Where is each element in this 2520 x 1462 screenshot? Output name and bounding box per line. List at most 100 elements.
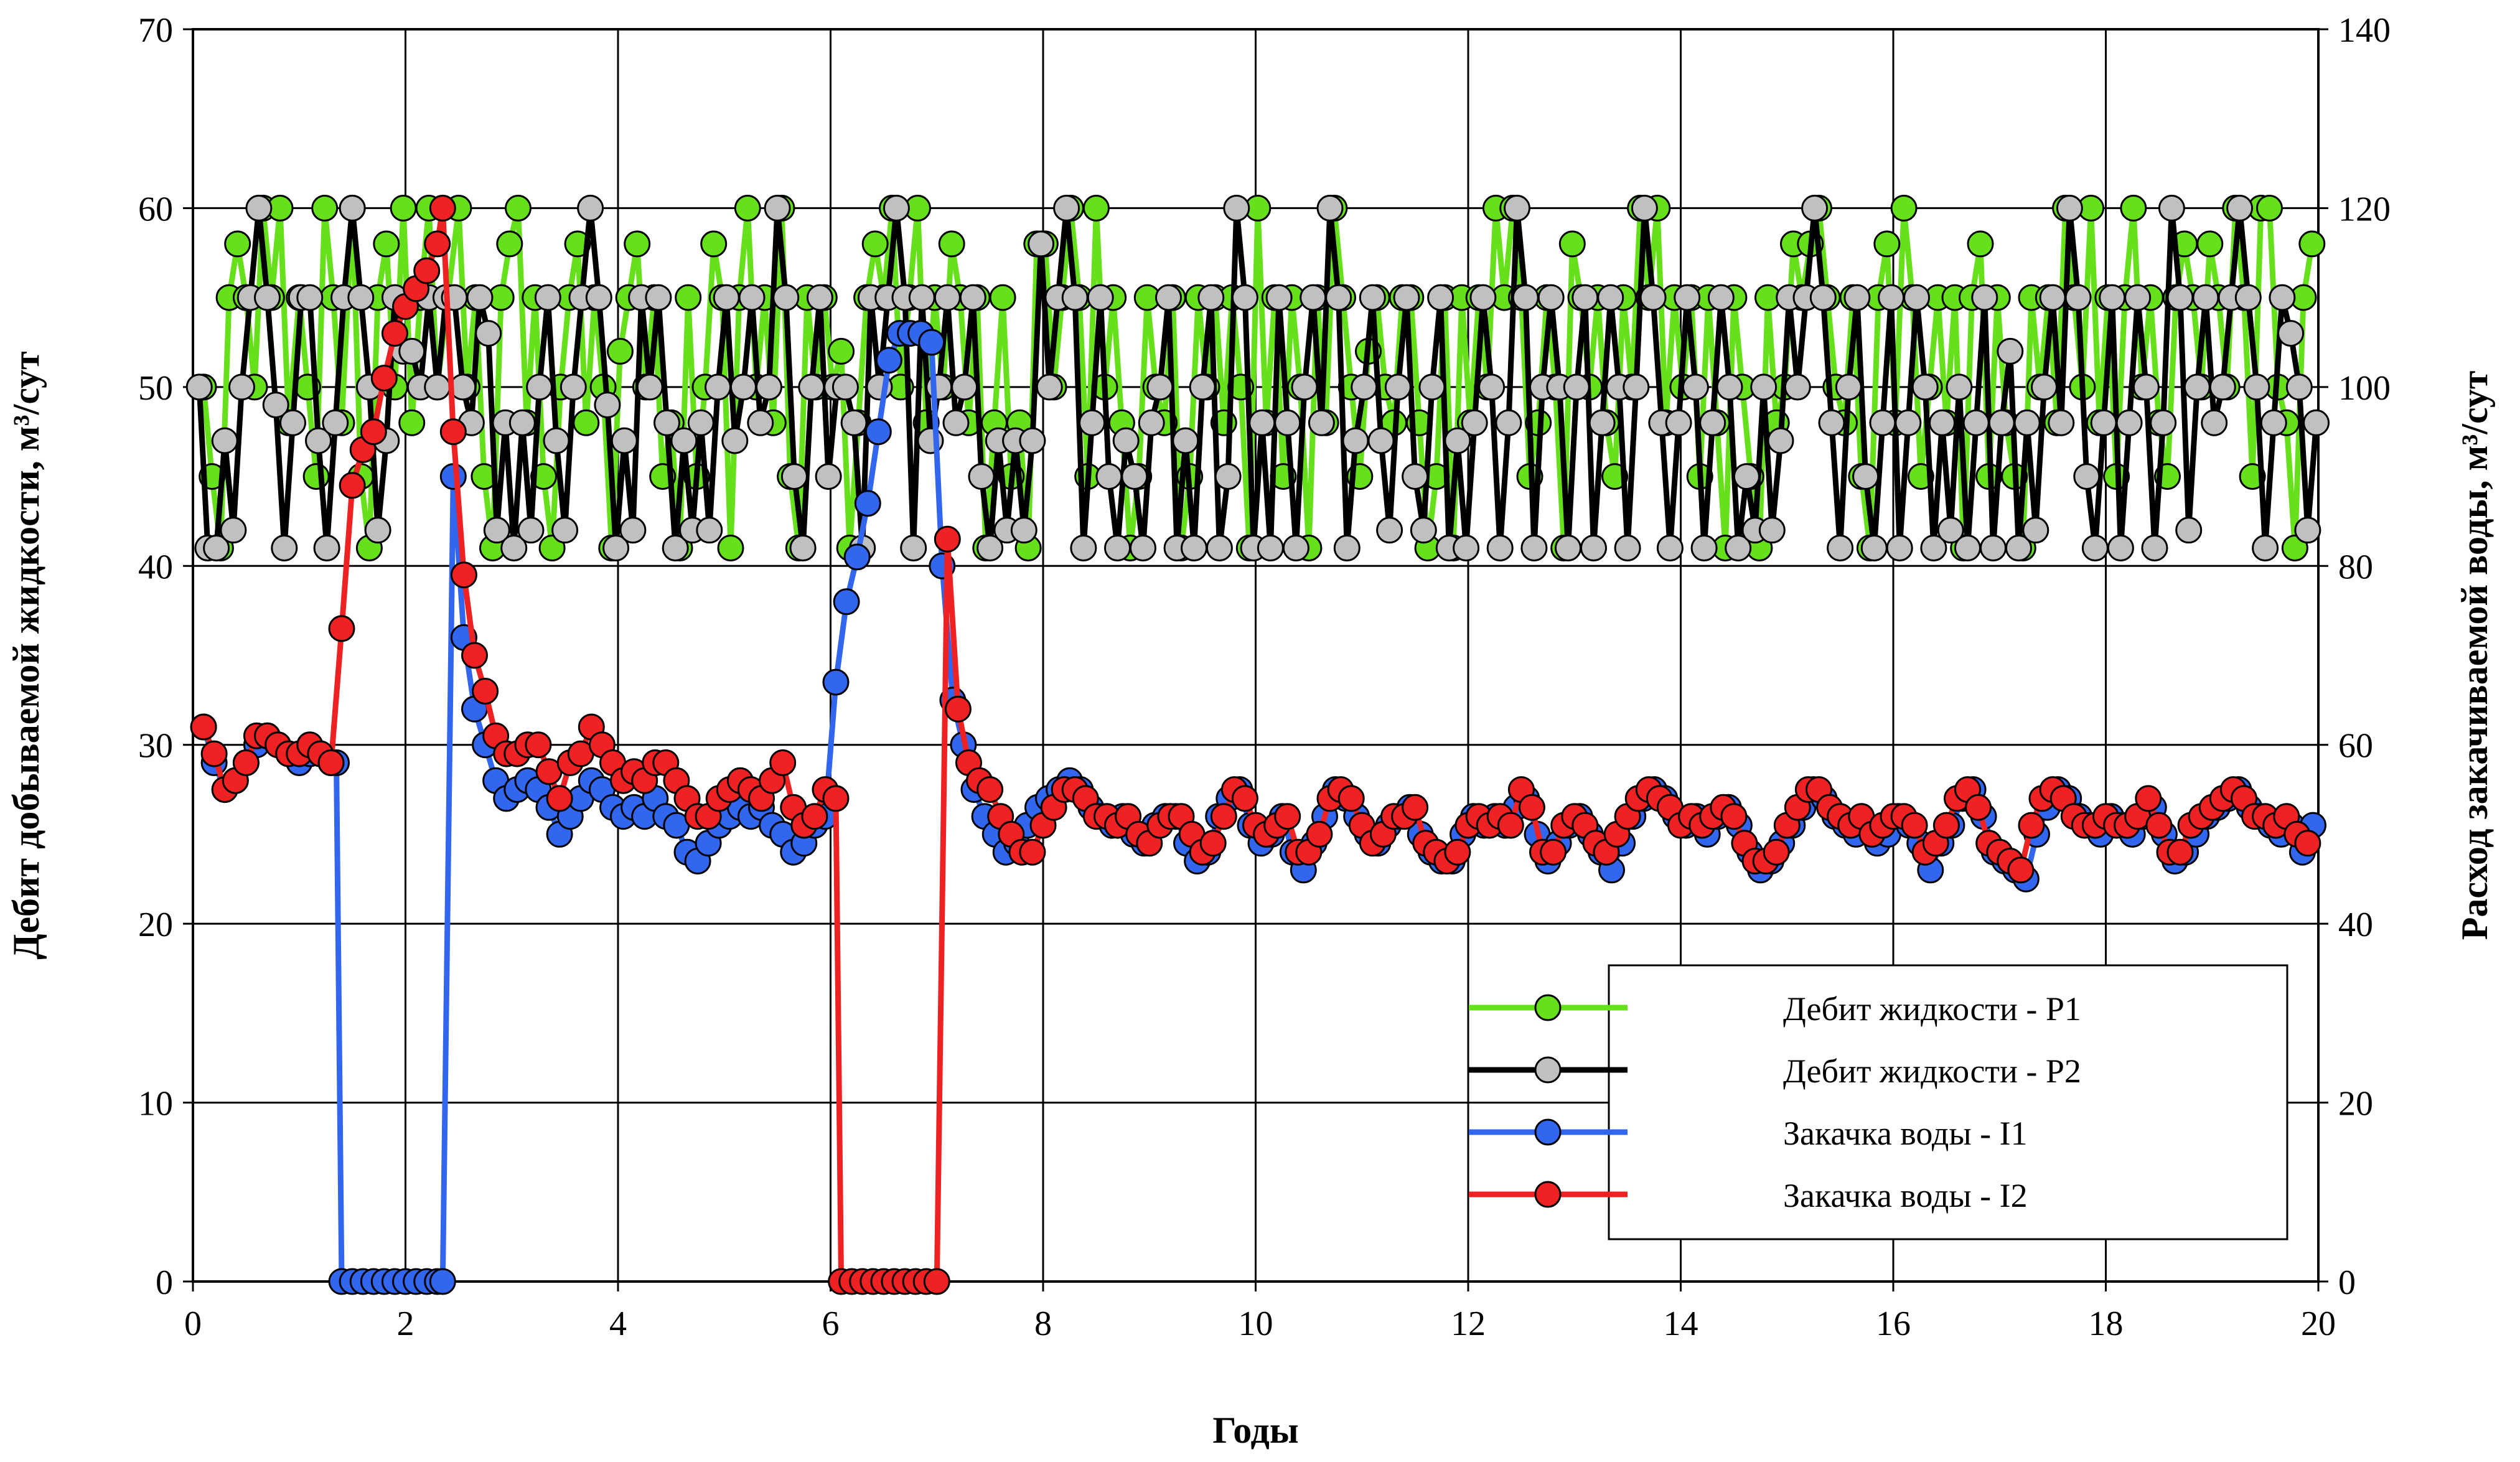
data-point-p2: [1461, 409, 1488, 436]
data-point-p2: [534, 284, 561, 311]
right-y-tick-label: 40: [2338, 906, 2373, 944]
data-point-i2: [923, 1268, 950, 1295]
data-point-p2: [1656, 535, 1684, 561]
data-point-p2: [1418, 373, 1446, 401]
data-point-p2: [1325, 284, 1352, 311]
data-point-p2: [2013, 409, 2041, 436]
data-point-p2: [653, 409, 680, 436]
data-point-p2: [1070, 535, 1097, 561]
data-point-p2: [1699, 409, 1726, 436]
data-point-p2: [1257, 535, 1284, 561]
data-point-p2: [1376, 517, 1403, 544]
data-point-p2: [1852, 463, 1880, 490]
data-point-p2: [1087, 284, 1114, 311]
data-point-p2: [1410, 517, 1437, 544]
data-point-p2: [1095, 463, 1123, 490]
data-point-p1: [530, 463, 557, 490]
data-point-p2: [1036, 373, 1063, 401]
left-y-tick-label: 0: [156, 1263, 173, 1302]
data-point-p2: [203, 535, 230, 561]
data-point-p1: [1890, 194, 1918, 222]
data-point-i2: [546, 785, 573, 812]
data-point-p2: [1189, 373, 1216, 401]
data-point-i2: [2166, 838, 2194, 866]
data-point-p2: [1843, 284, 1871, 311]
data-point-p2: [1903, 284, 1931, 311]
data-point-p2: [1104, 535, 1131, 561]
data-point-p2: [977, 535, 1004, 561]
data-point-p2: [1155, 284, 1182, 311]
data-point-p1: [700, 230, 728, 258]
x-tick-label: 4: [609, 1305, 627, 1343]
data-point-p2: [721, 427, 749, 454]
data-point-p2: [483, 517, 510, 544]
data-point-i1: [843, 543, 871, 571]
data-point-p2: [1402, 463, 1429, 490]
data-point-p2: [185, 373, 213, 401]
right-y-tick-label: 0: [2338, 1263, 2356, 1302]
data-point-p2: [500, 535, 528, 561]
data-point-p2: [831, 373, 859, 401]
data-point-p2: [730, 373, 757, 401]
data-point-p1: [1873, 230, 1901, 258]
data-point-p2: [508, 409, 536, 436]
data-point-p2: [1690, 535, 1718, 561]
data-point-p1: [2298, 230, 2326, 258]
data-point-p2: [1971, 284, 1998, 311]
data-point-p2: [1206, 535, 1233, 561]
data-point-p2: [2124, 284, 2152, 311]
data-point-i2: [190, 713, 217, 741]
data-point-i2: [339, 472, 366, 499]
data-point-i2: [429, 194, 456, 222]
left-y-tick-label: 50: [138, 369, 173, 408]
data-point-p2: [594, 391, 621, 419]
data-point-p2: [968, 463, 995, 490]
legend-label: Закачка воды - I2: [1783, 1177, 2028, 1214]
legend-swatch-marker: [1534, 1056, 1562, 1084]
data-point-p2: [908, 284, 935, 311]
data-point-p2: [1172, 427, 1199, 454]
series-p2: [185, 194, 2330, 561]
data-point-p2: [2099, 284, 2126, 311]
data-point-p2: [1316, 194, 1344, 222]
series-i2: [190, 194, 2321, 1295]
data-point-p2: [1860, 535, 1888, 561]
data-point-p2: [1631, 194, 1658, 222]
data-point-p2: [1028, 230, 1055, 258]
data-point-p2: [840, 409, 868, 436]
data-point-p2: [1537, 284, 1565, 311]
legend-swatch-marker: [1534, 1181, 1562, 1208]
data-point-p2: [1351, 373, 1378, 401]
x-tick-label: 8: [1034, 1305, 1052, 1343]
data-point-p2: [619, 517, 647, 544]
data-point-p1: [938, 230, 965, 258]
data-point-i2: [1019, 838, 1046, 866]
data-point-i2: [1518, 794, 1545, 821]
data-point-p2: [313, 535, 340, 561]
data-point-p2: [1623, 373, 1650, 401]
data-point-p2: [1130, 535, 1156, 561]
data-point-p2: [1504, 194, 1530, 222]
data-point-p2: [789, 535, 817, 561]
data-point-p1: [390, 194, 417, 222]
right-y-tick-label: 120: [2338, 190, 2391, 228]
right-y-tick-label: 20: [2338, 1085, 2373, 1123]
data-point-p2: [1946, 373, 1973, 401]
data-point-p2: [1146, 373, 1174, 401]
data-point-p2: [1231, 284, 1258, 311]
data-point-p2: [1758, 517, 1786, 544]
legend-label: Закачка воды - I1: [1783, 1115, 2028, 1152]
data-point-p2: [2192, 284, 2219, 311]
data-point-i2: [413, 257, 441, 284]
data-point-i2: [450, 561, 477, 589]
data-point-p2: [806, 284, 833, 311]
data-point-p2: [1784, 373, 1811, 401]
data-point-p2: [2150, 409, 2177, 436]
data-point-p2: [1214, 463, 1242, 490]
data-point-p2: [1053, 194, 1080, 222]
data-point-p1: [505, 194, 532, 222]
data-point-p2: [756, 373, 782, 401]
data-point-i1: [854, 490, 881, 517]
data-point-i1: [822, 668, 850, 696]
right-y-tick-label: 60: [2338, 727, 2373, 766]
